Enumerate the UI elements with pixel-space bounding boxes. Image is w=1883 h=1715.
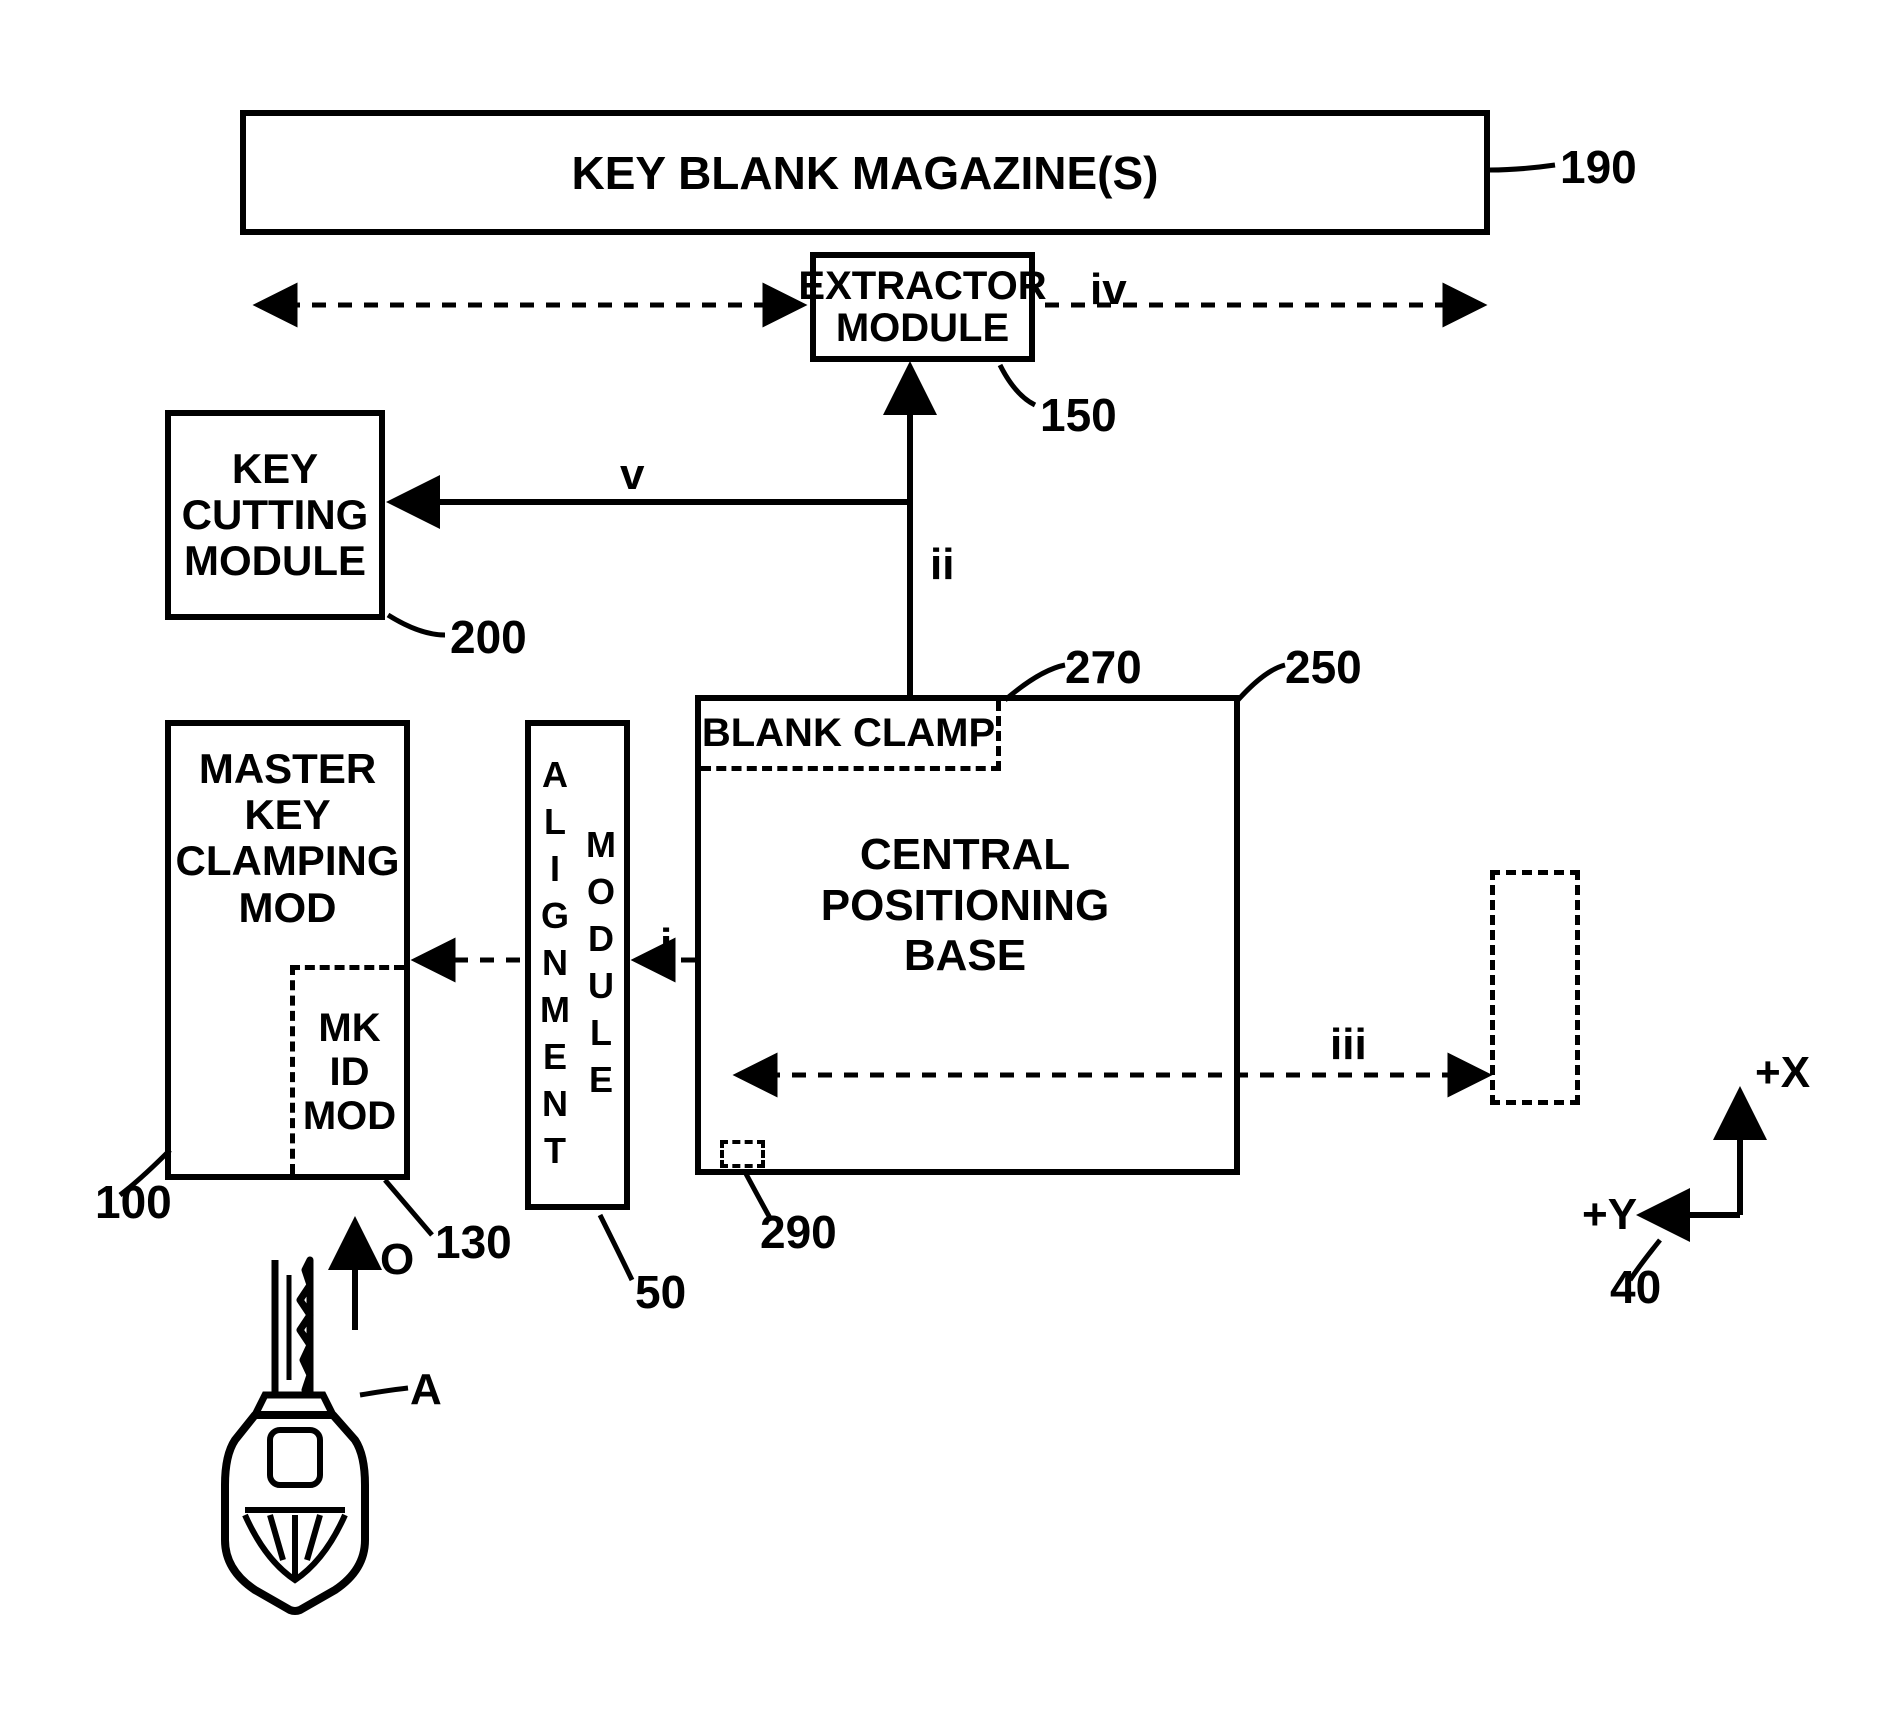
magazine-label: KEY BLANK MAGAZINE(S) [572,146,1159,200]
flow-a: A [410,1365,442,1415]
node-magazine: KEY BLANK MAGAZINE(S) [240,110,1490,235]
blank-clamp-label: BLANK CLAMP [702,711,995,756]
diagram-canvas: KEY BLANK MAGAZINE(S) EXTRACTOR MODULE K… [0,0,1883,1715]
ref-290: 290 [760,1205,837,1259]
mkid-label: MK ID MOD [303,1006,396,1138]
ref-40: 40 [1610,1260,1661,1314]
master-label: MASTER KEY CLAMPING MOD [176,746,400,931]
key-icon [225,1260,365,1611]
alignment-label-2: MODULE [580,824,622,1106]
node-mkid: MK ID MOD [290,965,404,1174]
node-extractor: EXTRACTOR MODULE [810,252,1035,362]
node-cutting: KEY CUTTING MODULE [165,410,385,620]
axis-y: +Y [1582,1190,1637,1240]
ref-270: 270 [1065,640,1142,694]
alignment-label-1: ALIGNMENT [534,754,576,1177]
flow-iii: iii [1330,1020,1367,1070]
node-alignment: ALIGNMENT MODULE [525,720,630,1210]
flow-i: i [660,920,672,970]
ref-150: 150 [1040,388,1117,442]
flow-ii: ii [930,540,954,590]
extractor-label: EXTRACTOR MODULE [798,265,1046,349]
cutting-label: KEY CUTTING MODULE [182,446,369,585]
ref-250: 250 [1285,640,1362,694]
node-blank-clamp: BLANK CLAMP [701,701,1001,771]
flow-iv: iv [1090,265,1127,315]
ref-200: 200 [450,610,527,664]
ref-50: 50 [635,1265,686,1319]
ref-130: 130 [435,1215,512,1269]
flow-o: O [380,1235,414,1285]
ghost-box-right [1490,870,1580,1105]
ref-100: 100 [95,1175,172,1229]
flow-v: v [620,450,644,500]
central-label: CENTRAL POSITIONING BASE [790,830,1140,982]
node-notch [720,1140,765,1168]
axis-x: +X [1755,1048,1810,1098]
ref-190: 190 [1560,140,1637,194]
